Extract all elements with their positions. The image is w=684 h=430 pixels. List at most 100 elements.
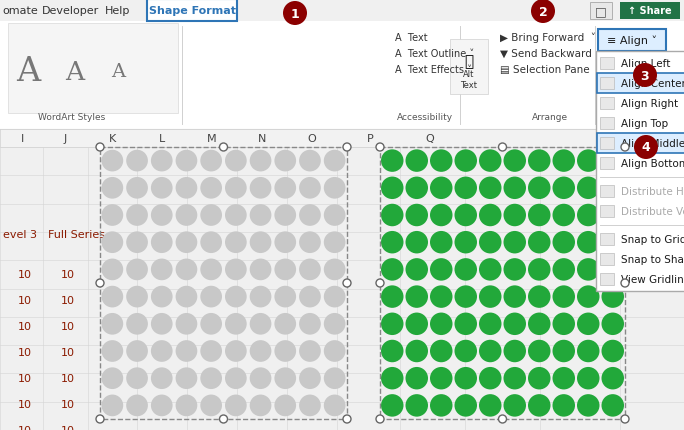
Circle shape	[621, 144, 629, 152]
Circle shape	[250, 341, 272, 362]
Circle shape	[127, 341, 148, 362]
Bar	[600, 233, 614, 246]
Circle shape	[176, 313, 197, 335]
Circle shape	[553, 231, 575, 254]
Text: Distribute Horizontally: Distribute Horizontally	[621, 187, 684, 197]
Circle shape	[528, 340, 551, 362]
Text: ↑ Share: ↑ Share	[628, 6, 672, 16]
Text: A  Text Effects ˅: A Text Effects ˅	[395, 65, 472, 75]
Circle shape	[274, 150, 296, 172]
Circle shape	[101, 341, 123, 362]
Circle shape	[274, 232, 296, 253]
Circle shape	[528, 286, 551, 308]
Circle shape	[250, 150, 272, 172]
Circle shape	[324, 205, 345, 226]
Circle shape	[553, 204, 575, 227]
Circle shape	[454, 258, 477, 281]
Circle shape	[343, 280, 351, 287]
Circle shape	[601, 367, 624, 390]
Circle shape	[324, 395, 345, 416]
Circle shape	[528, 367, 551, 390]
Circle shape	[176, 259, 197, 281]
Circle shape	[430, 204, 453, 227]
Text: ▶ Bring Forward  ˅: ▶ Bring Forward ˅	[500, 33, 596, 43]
Circle shape	[274, 341, 296, 362]
Circle shape	[250, 232, 272, 253]
Circle shape	[406, 231, 428, 254]
Circle shape	[406, 340, 428, 362]
Circle shape	[151, 205, 172, 226]
Circle shape	[430, 340, 453, 362]
Circle shape	[601, 177, 624, 200]
Circle shape	[151, 286, 172, 308]
Circle shape	[200, 205, 222, 226]
Circle shape	[101, 205, 123, 226]
Text: ▤ Selection Pane: ▤ Selection Pane	[500, 65, 590, 75]
Text: Snap to Grid: Snap to Grid	[621, 234, 684, 244]
Bar	[598, 30, 666, 52]
Text: M: M	[207, 134, 217, 144]
Circle shape	[381, 204, 404, 227]
Circle shape	[200, 150, 222, 172]
Circle shape	[406, 204, 428, 227]
Circle shape	[528, 394, 551, 417]
Circle shape	[101, 286, 123, 308]
Circle shape	[127, 259, 148, 281]
Bar	[596, 52, 684, 291]
Circle shape	[200, 341, 222, 362]
Circle shape	[479, 367, 501, 390]
Text: Distribute Vertically: Distribute Vertically	[621, 206, 684, 216]
Circle shape	[528, 150, 551, 172]
Bar	[597, 74, 684, 94]
Circle shape	[553, 313, 575, 335]
Circle shape	[225, 205, 247, 226]
Circle shape	[454, 177, 477, 200]
Text: 10: 10	[18, 295, 32, 305]
Circle shape	[479, 150, 501, 172]
Circle shape	[343, 144, 351, 152]
Circle shape	[274, 259, 296, 281]
Circle shape	[430, 286, 453, 308]
Text: 10: 10	[61, 373, 75, 383]
Circle shape	[454, 340, 477, 362]
Circle shape	[225, 313, 247, 335]
Circle shape	[151, 368, 172, 389]
Text: A: A	[66, 59, 85, 84]
Circle shape	[503, 286, 526, 308]
Bar	[618, 54, 673, 70]
Text: A  Text: A Text	[395, 33, 428, 43]
Circle shape	[503, 313, 526, 335]
Circle shape	[101, 178, 123, 199]
Circle shape	[454, 150, 477, 172]
Circle shape	[430, 367, 453, 390]
Circle shape	[479, 394, 501, 417]
Text: Snap to Shape: Snap to Shape	[621, 255, 684, 264]
Circle shape	[381, 258, 404, 281]
Bar	[100, 147, 347, 419]
Circle shape	[430, 150, 453, 172]
Bar	[8, 24, 178, 114]
Circle shape	[127, 368, 148, 389]
Circle shape	[151, 232, 172, 253]
Circle shape	[299, 150, 321, 172]
Circle shape	[381, 394, 404, 417]
Circle shape	[479, 204, 501, 227]
Bar	[620, 3, 680, 20]
Circle shape	[96, 280, 104, 287]
Circle shape	[274, 286, 296, 308]
Circle shape	[151, 259, 172, 281]
Circle shape	[220, 144, 228, 152]
Circle shape	[324, 178, 345, 199]
Bar	[600, 138, 614, 150]
Circle shape	[225, 395, 247, 416]
Circle shape	[430, 394, 453, 417]
Circle shape	[503, 231, 526, 254]
Circle shape	[381, 177, 404, 200]
Text: WordArt Styles: WordArt Styles	[38, 113, 105, 122]
Bar	[600, 273, 614, 286]
Circle shape	[503, 258, 526, 281]
Text: Q: Q	[425, 134, 434, 144]
Circle shape	[381, 340, 404, 362]
Circle shape	[176, 286, 197, 308]
Circle shape	[151, 395, 172, 416]
